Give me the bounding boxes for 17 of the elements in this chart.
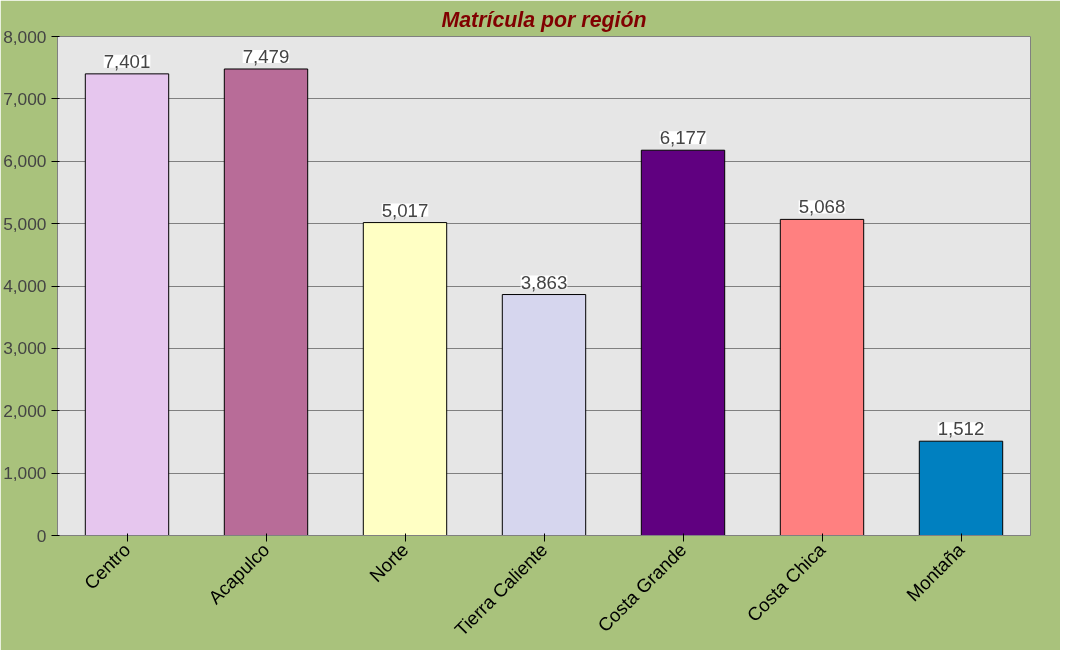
data-label: 5,068 <box>798 196 846 218</box>
y-tick-label: 8,000 <box>3 26 47 47</box>
y-tick-label: 1,000 <box>3 463 47 484</box>
y-tick-label: 0 <box>36 525 47 546</box>
data-label: 6,177 <box>659 127 707 149</box>
y-tick-label: 5,000 <box>3 213 47 234</box>
y-tick-label: 7,000 <box>3 88 47 109</box>
chart-title: Matrícula por región <box>441 7 647 32</box>
data-label: 1,512 <box>937 418 985 440</box>
y-tick-label: 4,000 <box>3 276 47 296</box>
y-tick-label: 2,000 <box>3 400 47 421</box>
y-tick-label: 3,000 <box>3 338 47 359</box>
y-tick-label: 6,000 <box>3 151 47 172</box>
data-label: 7,401 <box>103 50 151 72</box>
data-label: 3,863 <box>520 271 568 293</box>
data-label: 7,479 <box>242 46 290 67</box>
data-label: 5,017 <box>381 199 429 221</box>
